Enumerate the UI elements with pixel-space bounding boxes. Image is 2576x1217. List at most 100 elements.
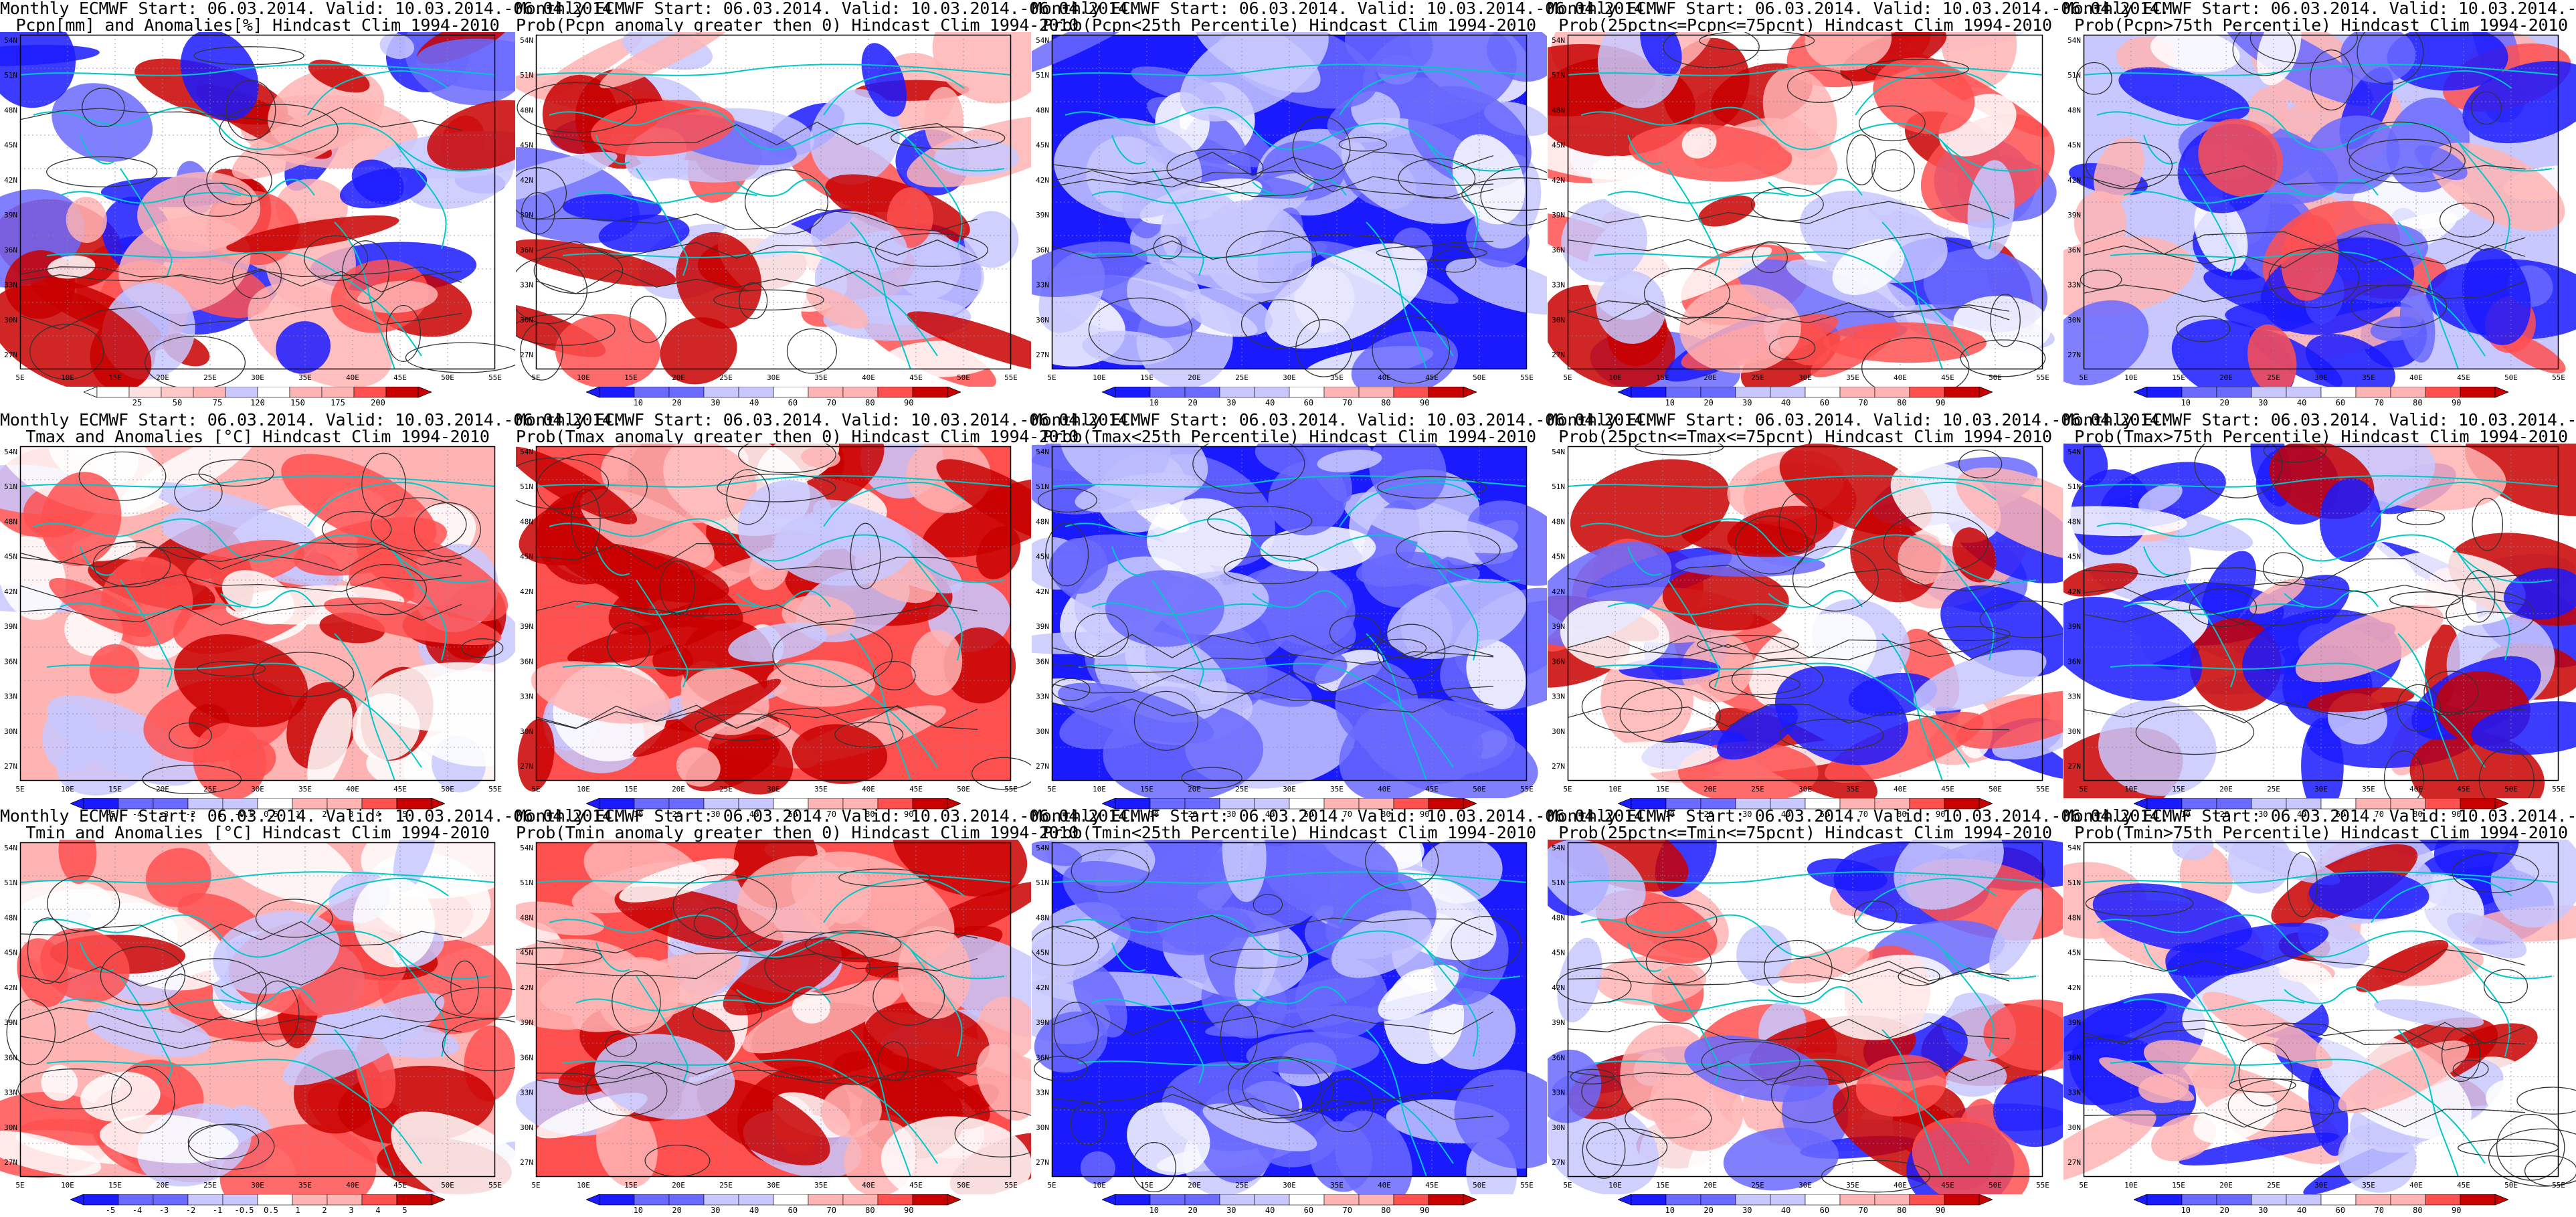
panel-title-line1: Monthly ECMWF Start: 06.03.2014. Valid: … [2063,806,2576,826]
longitude-tick-label: 10E [1093,373,1106,382]
panel-title-line2: Pcpn[mm] and Anomalies[%] Hindcast Clim … [15,15,500,35]
coastline [1252,179,1347,197]
colorbar-tick-label: 60 [1820,810,1829,818]
colorbar-tick-label: 80 [2413,398,2422,407]
field-blob [145,848,211,907]
colorbar-tick-label: 80 [1381,1206,1390,1214]
colorbar-tick-label: 40 [1265,810,1275,818]
colorbar-arrow-right [1463,798,1478,810]
map-area: 54N 51N 48N 45N 42N 39N 36N 33N 30N 27N 5E 10E 15E 20… [1548,32,2063,387]
latitude-tick-label: 27N [1552,762,1565,771]
contour-line [1292,116,1351,181]
latitude-tick-label: 42N [4,984,17,992]
longitude-tick-label: 10E [2124,1181,2138,1190]
field-blob [1147,498,1252,579]
colorbar-arrow-right [418,386,433,398]
latitude-tick-label: 39N [2067,1018,2081,1027]
longitude-tick-label: 10E [577,785,590,793]
contour-line [29,323,104,380]
longitude-tick-label: 5E [1047,1181,1056,1190]
colorbar-tick-label: 80 [2413,1206,2422,1214]
coastline [1580,518,2037,583]
field-blob [1466,500,1547,586]
latitude-tick-label: 45N [1552,553,1565,561]
coastline [2371,482,2512,527]
colorbar-segment [1665,1194,1701,1206]
colorbar-tick-label: 30 [711,1206,720,1214]
contour-line [2083,701,2526,723]
latitude-tick-label: 27N [4,1158,17,1167]
coastline [2110,251,2486,357]
contour-line [1735,515,1809,575]
contour-line [197,660,266,677]
longitude-tick-label: 15E [108,1181,122,1190]
contour-line [2441,1027,2481,1083]
latitude-tick-label: 33N [520,281,533,290]
latitude-tick-label: 48N [4,517,17,526]
field-blob [1378,964,1459,1020]
coastline [1567,64,2043,76]
longitude-tick-label: 5E [1047,373,1056,382]
longitude-tick-label: 10E [1608,373,1622,382]
coastline [120,168,173,276]
latitude-tick-label: 36N [520,1053,533,1062]
map-plot [0,444,515,798]
colorbar-svg: 10 20 30 40 60 70 80 90 [2132,1194,2510,1215]
field-blob [676,231,762,329]
colorbar-segment [808,386,844,398]
coastline [736,986,831,1004]
colorbar-segment [1770,386,1806,398]
colorbar-tick-label: 10 [1149,810,1159,818]
map-area: 54N 51N 48N 45N 42N 39N 36N 33N 30N 27N 5E 10E 15E 20… [0,840,515,1194]
coastline [2096,106,2553,172]
field-blob [1255,840,1398,907]
field-blob [601,444,757,523]
coastline [595,942,630,972]
contour-line [2249,32,2358,64]
colorbar-tick-label: 60 [2336,1206,2345,1214]
longitude-tick-label: 35E [1330,785,1344,793]
field-blob [1205,1006,1372,1037]
colorbar-segment [321,386,355,398]
colorbar-tick-label: 60 [788,398,798,407]
field-blob [1548,741,1721,776]
map-area: 54N 51N 48N 45N 42N 39N 36N 33N 30N 27N 5E 10E 15E 20… [516,32,1031,387]
colorbar-tick-label: 5 [402,810,407,818]
panel-title: Monthly ECMWF Start: 06.03.2014. Valid: … [1032,411,1654,445]
contour-line [1375,638,1427,658]
latitude-tick-label: 48N [2067,106,2081,114]
coastline [1051,475,1528,488]
latitude-tick-label: 36N [4,1053,17,1062]
latitude-tick-label: 48N [520,106,533,114]
map-panel-tmax-high: Monthly ECMWF Start: 06.03.2014. Valid: … [2063,411,2576,819]
latitude-tick-label: 27N [4,351,17,359]
field-blob [810,89,901,185]
coastline [1594,251,1970,357]
coastline [1768,179,1863,197]
panel-title: Monthly ECMWF Start: 06.03.2014. Valid: … [516,808,1138,841]
field-blob [810,211,908,274]
field-blob [757,444,840,487]
latitude-tick-label: 27N [1552,351,1565,359]
map-area: 54N 51N 48N 45N 42N 39N 36N 33N 30N 27N 5E 10E 15E 20… [0,444,515,798]
contour-line [1365,840,1439,891]
latitude-tick-label: 33N [2067,281,2081,290]
field-blob [89,644,140,694]
longitude-tick-label: 55E [2552,1181,2565,1190]
longitude-tick-label: 35E [1846,1181,1859,1190]
latitude-tick-label: 48N [2067,517,2081,526]
field-blob [0,1131,102,1176]
contour-line [370,497,467,552]
map-frame [535,842,1012,1178]
colorbar-tick-label: 90 [2452,398,2461,407]
map-panel-tmin-mid: Monthly ECMWF Start: 06.03.2014. Valid: … [1548,808,2170,1215]
contour-line [535,543,978,571]
colorbar-segment [1184,1194,1220,1206]
longitude-tick-label: 25E [203,785,217,793]
colorbar-tick-label: 80 [1897,810,1906,818]
colorbar-tick-label: 60 [2336,398,2345,407]
contour-line [1329,615,1381,650]
longitude-tick-label: 15E [1656,785,1669,793]
colorbar-segment [128,386,162,398]
panel-title-line1: Monthly ECMWF Start: 06.03.2014. Valid: … [1032,0,1654,18]
